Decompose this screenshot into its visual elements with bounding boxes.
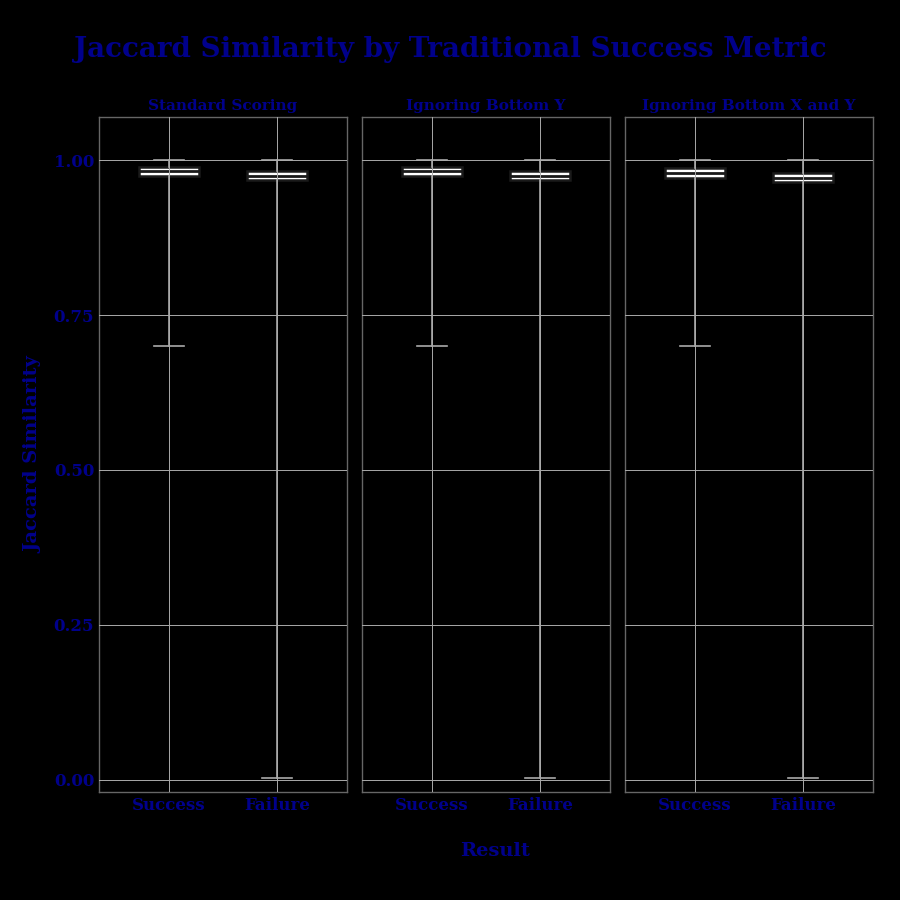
Title: Standard Scoring: Standard Scoring [148, 99, 298, 113]
Text: Result: Result [460, 842, 530, 859]
PathPatch shape [140, 166, 199, 176]
Y-axis label: Jaccard Similarity: Jaccard Similarity [24, 356, 42, 553]
PathPatch shape [510, 172, 570, 179]
PathPatch shape [248, 172, 307, 179]
Text: Jaccard Similarity by Traditional Success Metric: Jaccard Similarity by Traditional Succes… [74, 36, 826, 63]
PathPatch shape [773, 173, 833, 182]
Title: Ignoring Bottom Y: Ignoring Bottom Y [406, 99, 566, 113]
PathPatch shape [665, 167, 725, 177]
PathPatch shape [402, 166, 462, 176]
Title: Ignoring Bottom X and Y: Ignoring Bottom X and Y [643, 99, 856, 113]
